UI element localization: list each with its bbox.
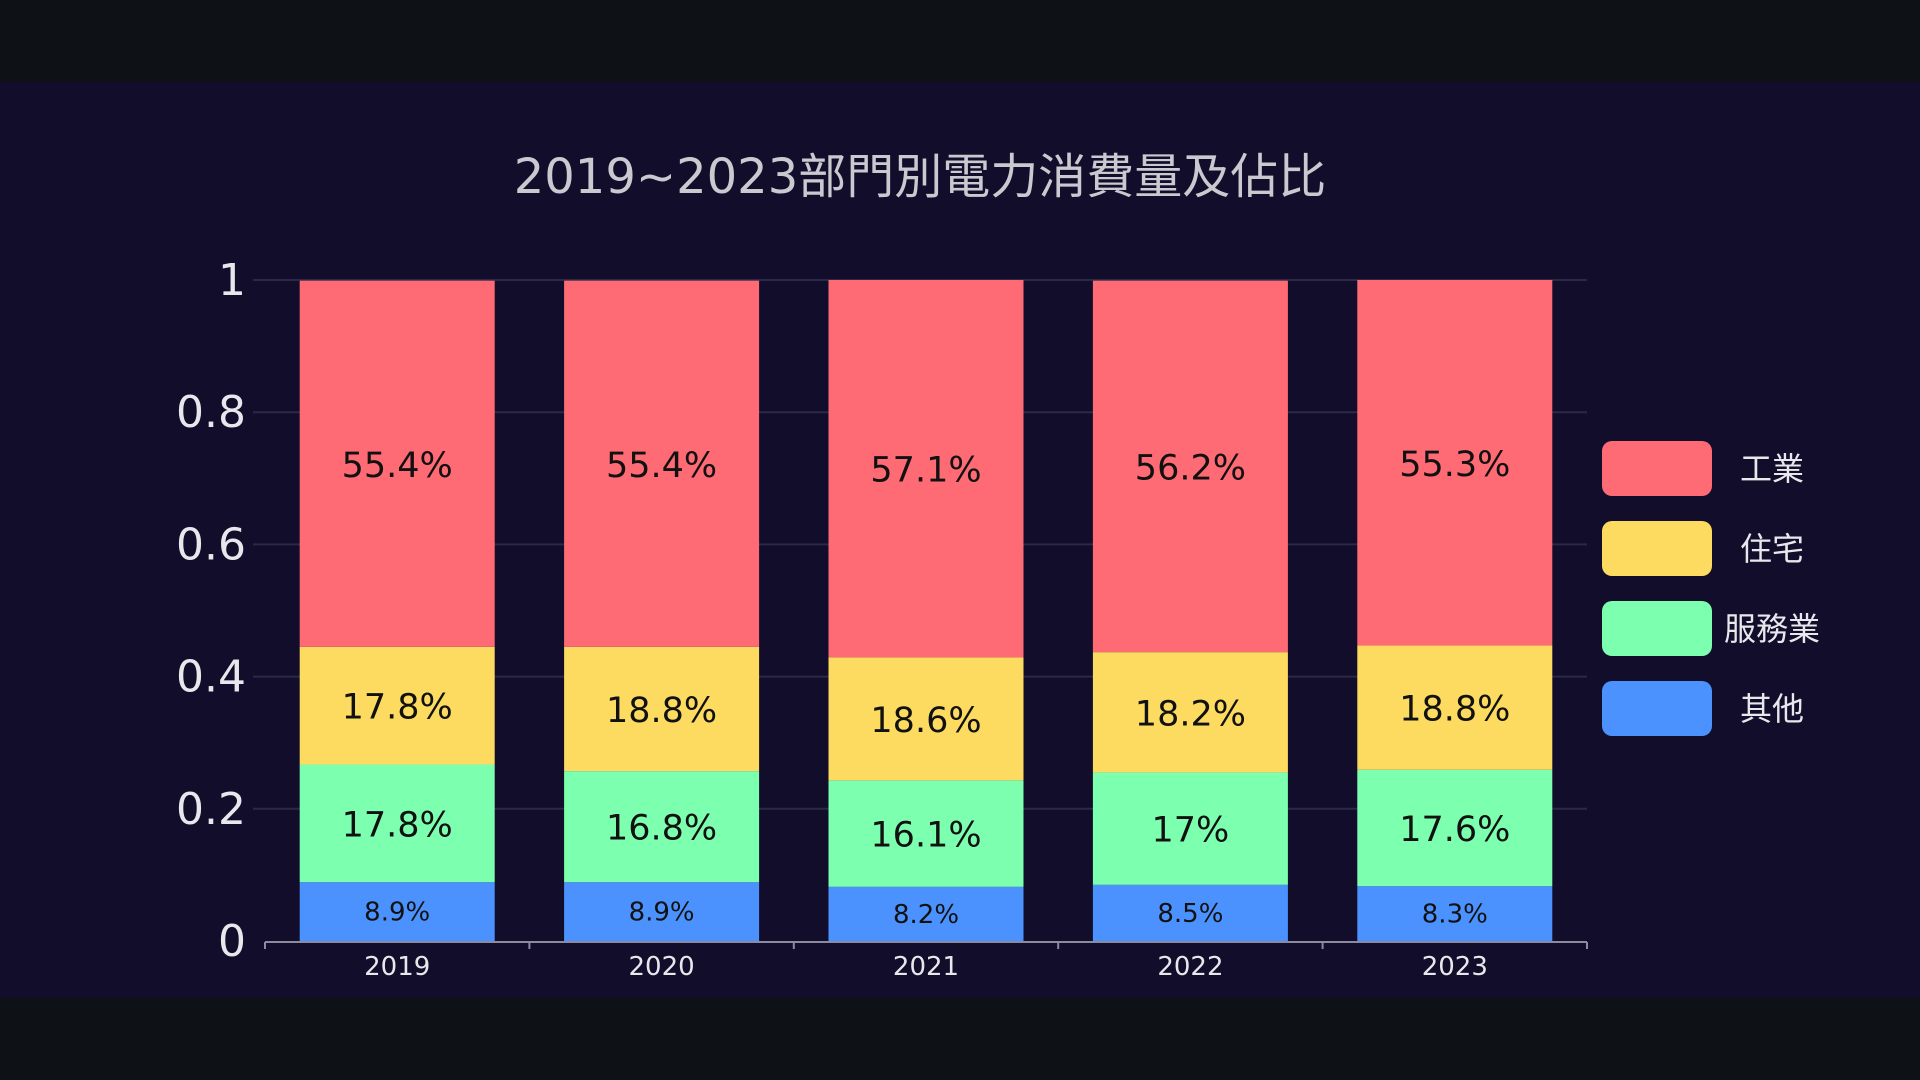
y-tick-label: 0: [218, 916, 246, 967]
data-label: 16.8%: [606, 809, 717, 849]
legend-label: 工業: [1740, 450, 1804, 488]
data-label: 8.9%: [629, 898, 695, 928]
bar-segment: [1357, 645, 1553, 770]
legend-label: 服務業: [1724, 610, 1820, 648]
axes: 0 0.2 0.4 0.6 0.8 1 2019 2020 2021 2022 2023: [176, 255, 1588, 982]
legend-label: 住宅: [1740, 530, 1804, 568]
y-tick-label: 0.2: [176, 784, 246, 835]
bar-segment: [828, 886, 1024, 941]
data-label: 16.1%: [870, 816, 981, 856]
chart-title: 2019~2023部門別電力消費量及佔比: [514, 149, 1327, 205]
bar-segment: [564, 771, 760, 883]
bar-segment: [299, 882, 495, 941]
x-tick-label: 2019: [364, 952, 430, 982]
x-tick-label: 2020: [629, 952, 695, 982]
x-tick-label: 2022: [1157, 952, 1223, 982]
y-tick-label: 1: [218, 255, 246, 306]
bar-segment: [1092, 652, 1288, 773]
data-label: 17.8%: [342, 688, 453, 728]
legend-swatch: [1602, 521, 1712, 576]
x-tick-label: 2023: [1422, 952, 1488, 982]
data-label: 8.5%: [1157, 899, 1223, 929]
y-tick-label: 0.4: [176, 652, 246, 703]
data-label: 18.8%: [606, 691, 717, 731]
data-label: 17%: [1152, 811, 1230, 851]
bar-segment: [299, 280, 495, 647]
bar-segment: [1357, 280, 1553, 646]
data-label: 8.3%: [1422, 900, 1488, 930]
data-label: 18.2%: [1135, 694, 1246, 734]
chart-panel: 2019~2023部門別電力消費量及佔比 8.9% 17.8% 17.8% 55.4%…: [0, 82, 1920, 998]
bar-segment: [299, 646, 495, 765]
data-label: 56.2%: [1135, 448, 1246, 488]
bar-segment: [564, 646, 760, 772]
legend-label: 其他: [1740, 690, 1804, 728]
data-label: 18.6%: [870, 701, 981, 741]
bar-segment: [1357, 769, 1553, 887]
x-tick-label: 2021: [893, 952, 959, 982]
bar-segment: [1092, 280, 1288, 653]
bar-segment: [1092, 772, 1288, 885]
bars: [299, 280, 1553, 941]
y-tick-label: 0.8: [176, 387, 246, 438]
bar-segment: [1357, 886, 1553, 941]
data-label: 8.2%: [893, 900, 959, 930]
legend-swatch: [1602, 601, 1712, 656]
data-label: 55.4%: [342, 446, 453, 486]
data-label: 55.3%: [1399, 445, 1510, 485]
legend-swatch: [1602, 441, 1712, 496]
bar-segment: [564, 882, 760, 941]
data-label: 8.9%: [364, 898, 430, 928]
data-labels: 8.9% 17.8% 17.8% 55.4% 8.9% 16.8% 18.8% 55.4% 8.…: [342, 445, 1511, 930]
data-label: 17.6%: [1399, 810, 1510, 850]
bar-segment: [828, 780, 1024, 887]
bar-segment: [1092, 884, 1288, 941]
stacked-bar-chart: 2019~2023部門別電力消費量及佔比 8.9% 17.8% 17.8% 55.4%…: [176, 149, 1820, 982]
bar-segment: [828, 280, 1024, 658]
legend-swatch: [1602, 681, 1712, 736]
data-label: 17.8%: [342, 805, 453, 845]
bar-segment: [299, 764, 495, 883]
bar-segment: [564, 280, 760, 647]
data-label: 18.8%: [1399, 690, 1510, 730]
y-tick-label: 0.6: [176, 519, 246, 570]
data-label: 57.1%: [870, 451, 981, 491]
data-label: 55.4%: [606, 446, 717, 486]
bar-segment: [828, 657, 1024, 781]
